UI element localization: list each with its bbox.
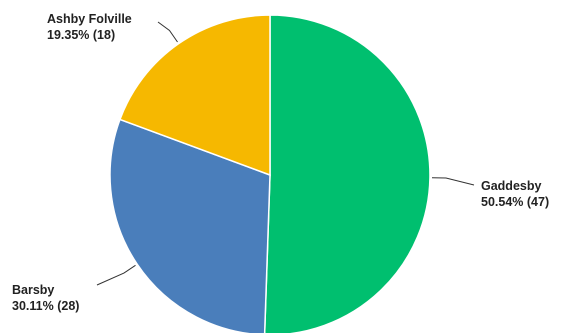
slice-name: Gaddesby (481, 179, 542, 193)
leader-line-barsby (96, 264, 136, 286)
slice-value: 19.35% (18) (47, 27, 132, 43)
leader-line-ashby-folville (157, 21, 178, 43)
slice-count: (47) (526, 195, 550, 209)
slice-label-ashby-folville: Ashby Folville 19.35% (18) (47, 11, 132, 43)
slice-name: Ashby Folville (47, 12, 132, 26)
slice-count: (18) (92, 28, 116, 42)
leader-line-gaddesby (431, 177, 475, 186)
slice-label-barsby: Barsby 30.11% (28) (12, 282, 79, 314)
slice-percent: 30.11% (12, 299, 54, 313)
slice-value: 30.11% (28) (12, 298, 79, 314)
slice-percent: 50.54% (481, 195, 524, 209)
slice-value: 50.54% (47) (481, 194, 549, 210)
pie-slice-gaddesby (263, 14, 431, 333)
pie-slices (109, 14, 431, 333)
leader-lines (96, 21, 475, 286)
slice-label-gaddesby: Gaddesby 50.54% (47) (481, 178, 549, 210)
pie-slice-ashby-folville (118, 14, 271, 177)
slice-name: Barsby (12, 283, 55, 297)
slice-percent: 19.35% (47, 28, 90, 42)
pie-slice-barsby (109, 118, 271, 333)
slice-count: (28) (57, 299, 80, 313)
